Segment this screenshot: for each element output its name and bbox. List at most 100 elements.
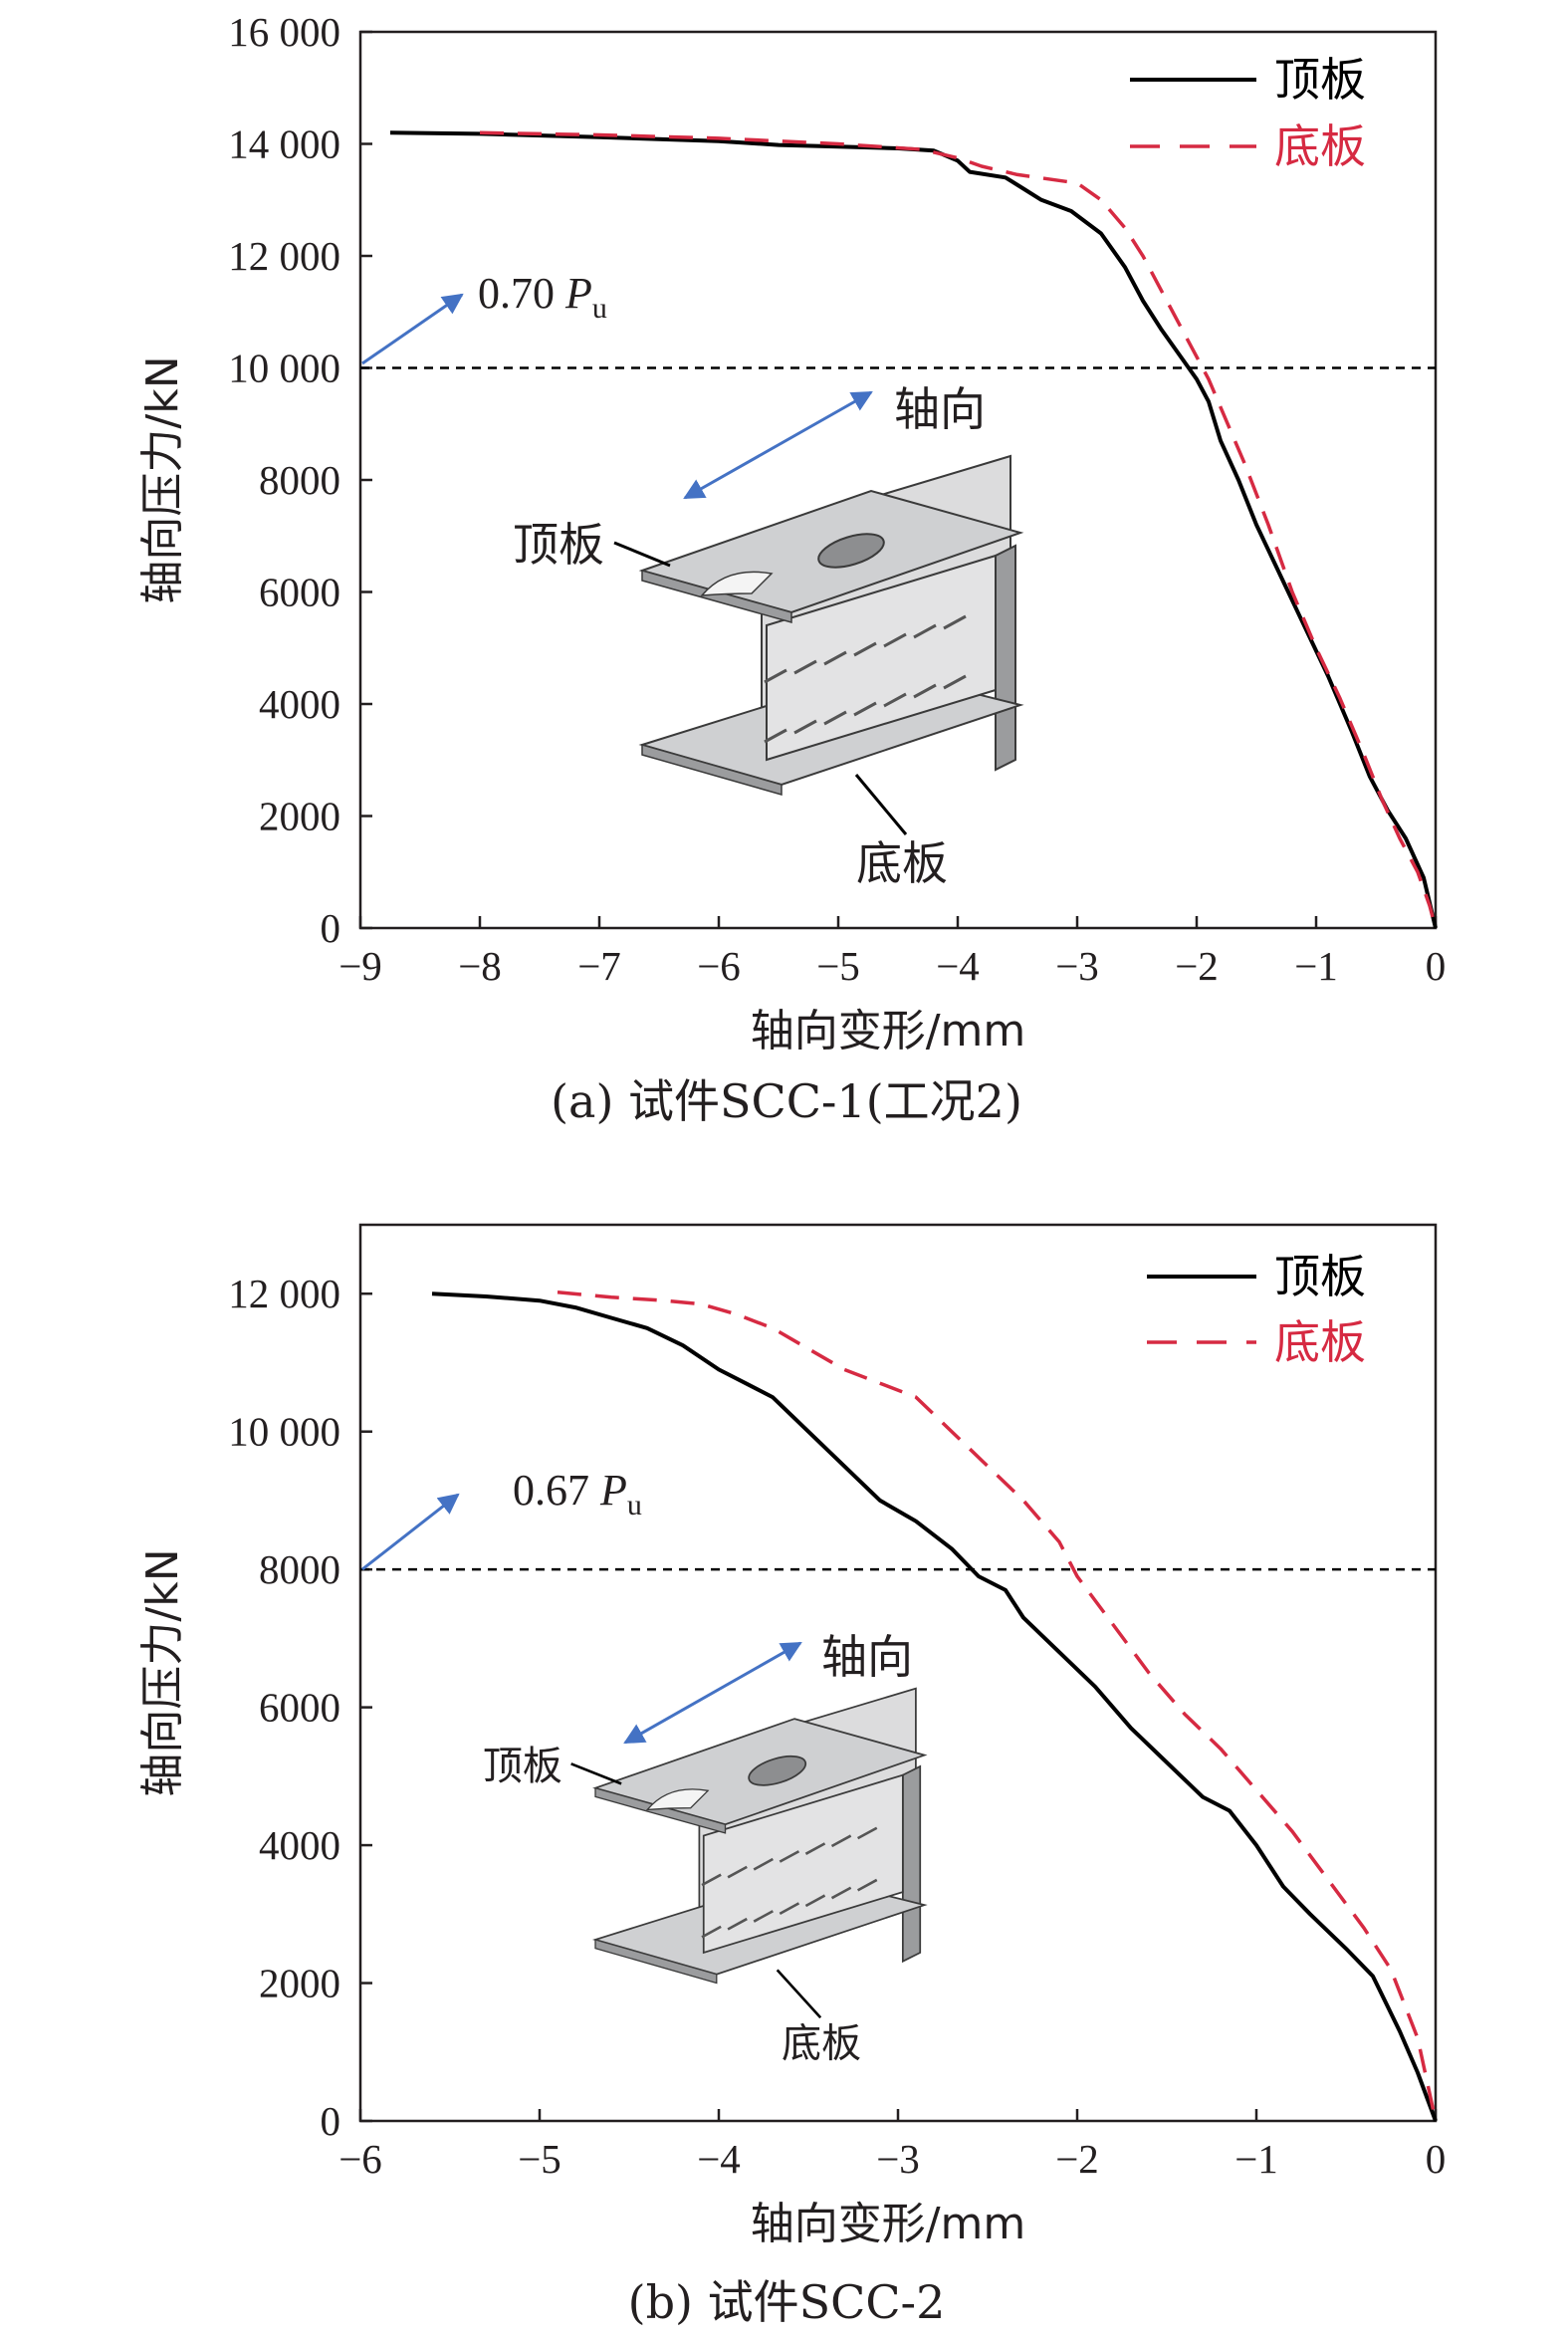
load-ratio-subscript: u <box>592 292 607 325</box>
x-tick-label: −2 <box>1055 2136 1099 2182</box>
shear-stud <box>779 1902 800 1915</box>
x-tick-label: −7 <box>577 943 621 989</box>
series-line-top-plate <box>431 1291 1438 2122</box>
shear-stud <box>804 1894 826 1908</box>
shear-stud <box>823 710 847 726</box>
legend-label: 顶板 <box>1274 1250 1366 1303</box>
shear-stud <box>913 623 937 639</box>
top-plate-label: 顶板 <box>483 1744 562 1789</box>
y-axis-label: 轴向压力/kN <box>137 355 188 603</box>
web-cutout <box>645 1788 710 1811</box>
x-tick-label: −3 <box>1055 943 1099 989</box>
x-tick-label: −9 <box>338 943 382 989</box>
y-tick-label: 12 000 <box>228 233 340 279</box>
bottom-plate-leader <box>776 1969 822 2019</box>
x-tick-label: −4 <box>936 943 980 989</box>
axial-direction-arrow <box>683 390 873 500</box>
figure-caption: (a) 试件SCC-1(工况2) <box>551 1074 1022 1128</box>
shear-stud <box>823 650 847 666</box>
x-tick-label: −6 <box>697 943 741 989</box>
bottom-plate-label: 底板 <box>782 2020 861 2066</box>
shear-stud <box>913 683 937 699</box>
y-axis-label: 轴向压力/kN <box>137 1548 188 1796</box>
shear-stud <box>727 1865 748 1879</box>
shear-stud <box>764 668 787 684</box>
legend-label: 底板 <box>1274 1315 1366 1369</box>
top-plate-leader <box>613 541 671 568</box>
shear-stud <box>701 1873 722 1887</box>
side-plate <box>901 1764 922 1964</box>
x-tick-label: −1 <box>1234 2136 1278 2182</box>
x-axis-label: 轴向变形/mm <box>751 1006 1026 1056</box>
shear-stud <box>793 719 817 735</box>
load-ratio-arrow <box>361 293 464 365</box>
y-tick-label: 4000 <box>259 681 340 727</box>
top-plate-edge <box>641 570 792 623</box>
shear-stud <box>943 674 967 690</box>
chart-a: 0 2000 4000 6000 8000 10 000 12 000 14 000 16 00… <box>137 9 1446 1128</box>
shear-stud <box>753 1857 774 1871</box>
series-line-bottom-plate <box>479 130 1438 929</box>
web-cutout <box>700 571 774 596</box>
shear-stud <box>830 1834 852 1848</box>
x-tick-label: −8 <box>458 943 502 989</box>
shear-stud <box>883 692 907 708</box>
y-tick-label: 14 000 <box>228 121 340 167</box>
chart-b: 0 2000 4000 6000 8000 10 000 12 000 −6 −5 −4 −3 −2 −… <box>137 1223 1447 2329</box>
y-tick-label: 12 000 <box>228 1271 340 1316</box>
top-plate-edge <box>594 1786 727 1834</box>
shear-stud <box>856 1826 878 1840</box>
y-tick-label: 8000 <box>259 1546 340 1592</box>
shear-stud <box>727 1917 748 1931</box>
axial-direction-label: 轴向 <box>821 1630 913 1684</box>
x-tick-label: −5 <box>816 943 860 989</box>
y-tick-label: 0 <box>321 905 341 951</box>
figure-caption: (b) 试件SCC-2 <box>628 2275 946 2329</box>
shear-stud <box>883 632 907 648</box>
x-axis-label: 轴向变形/mm <box>751 2199 1026 2249</box>
legend-label: 底板 <box>1274 119 1366 173</box>
y-tick-label: 8000 <box>259 457 340 503</box>
web-plate <box>766 554 997 762</box>
x-tick-label: −1 <box>1294 943 1338 989</box>
top-plate-hole <box>748 1755 807 1786</box>
y-tick-label: 4000 <box>259 1822 340 1868</box>
y-tick-label: 2000 <box>259 1961 340 2006</box>
shear-stud <box>793 659 817 675</box>
load-ratio-arrow <box>361 1493 460 1571</box>
x-tick-label: −3 <box>876 2136 920 2182</box>
y-tick-label: 2000 <box>259 794 340 839</box>
shear-stud <box>856 1878 878 1892</box>
x-tick-label: 0 <box>1426 2136 1447 2182</box>
x-tick-label: −2 <box>1175 943 1219 989</box>
bottom-plate-leader <box>854 774 908 835</box>
y-tick-label: 0 <box>321 2098 341 2144</box>
bottom-plate-edge <box>641 744 783 796</box>
shear-stud <box>804 1842 826 1855</box>
y-tick-label: 6000 <box>259 1685 340 1731</box>
shear-stud <box>753 1910 774 1923</box>
shear-stud <box>830 1886 852 1900</box>
web-plate <box>702 1773 904 1955</box>
load-ratio-value: 0.67 <box>513 1466 600 1515</box>
load-ratio-symbol: P <box>564 269 592 318</box>
y-tick-label: 10 000 <box>228 346 340 391</box>
y-tick-label: 16 000 <box>228 9 340 55</box>
shear-stud <box>853 641 877 657</box>
y-tick-label: 6000 <box>259 570 340 615</box>
x-tick-label: −5 <box>518 2136 561 2182</box>
x-tick-label: −6 <box>338 2136 382 2182</box>
x-tick-label: 0 <box>1426 943 1447 989</box>
load-ratio-value: 0.70 <box>478 269 565 318</box>
shear-stud <box>853 701 877 717</box>
top-plate-label: 顶板 <box>513 518 604 572</box>
y-tick-label: 10 000 <box>228 1409 340 1455</box>
load-ratio-label: 0.67 Pu <box>513 1466 642 1522</box>
axial-direction-arrow <box>623 1641 802 1745</box>
shear-stud <box>701 1925 722 1939</box>
legend-label: 顶板 <box>1274 53 1366 107</box>
shear-stud <box>779 1850 800 1863</box>
